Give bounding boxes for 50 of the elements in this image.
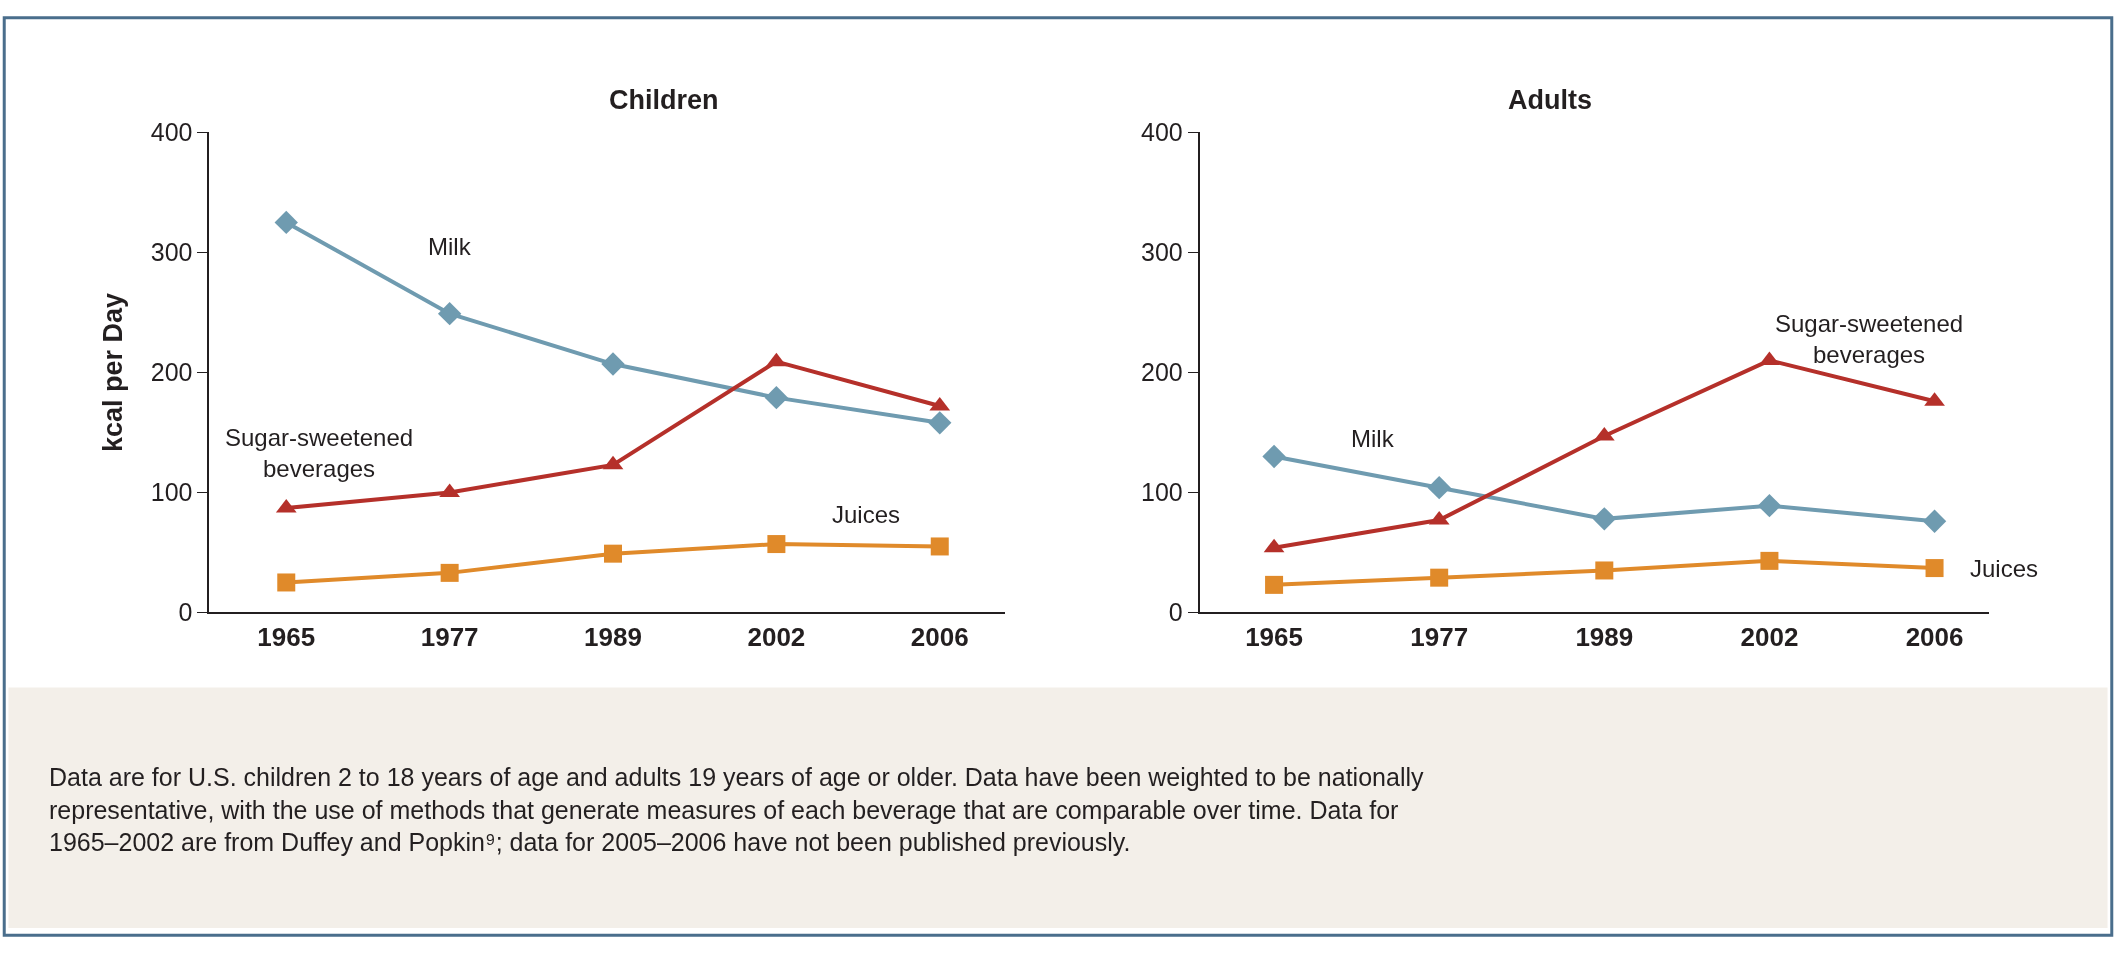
point xyxy=(1922,509,1947,533)
y-tick-label: 300 xyxy=(150,238,193,267)
series-label: Sugar-sweetened beverages xyxy=(225,424,414,483)
series-label: Milk xyxy=(1351,425,1395,452)
point xyxy=(930,537,949,556)
point xyxy=(1595,561,1614,580)
point xyxy=(601,352,625,376)
chart-title: Adults xyxy=(1508,85,1592,115)
y-tick-label: 300 xyxy=(1141,238,1183,267)
x-tick-label: 1965 xyxy=(257,621,316,652)
y-tick-label: 200 xyxy=(150,358,193,387)
x-tick-label: 1977 xyxy=(1410,621,1469,652)
point xyxy=(274,210,298,235)
x-tick-label: 2002 xyxy=(1740,621,1799,652)
point xyxy=(1760,551,1779,570)
series-label: Juices xyxy=(1970,555,2039,582)
text: Data are for U.S. children 2 to 18 years of age and adults 19 years of age or older. Data have been weighted to be nationally representative, with the use of methods that generate measures of each beverage that are comparable over time. Data for 1965–2002 are from Duffey and Popkin⁹; data for 2005–2006 have not been published previously. xyxy=(49,763,1424,856)
point xyxy=(1430,568,1449,587)
chart-title: Children xyxy=(609,85,719,115)
series-label: Juices xyxy=(832,501,901,528)
x-tick-label: 1989 xyxy=(1575,621,1634,652)
y-tick-label: 200 xyxy=(1141,358,1183,387)
series-label: Milk xyxy=(428,233,472,260)
x-tick-label: 1989 xyxy=(584,621,642,652)
x-tick-label: 2006 xyxy=(910,621,969,652)
point xyxy=(1262,444,1286,469)
point xyxy=(277,573,296,592)
point xyxy=(440,563,459,582)
y-tick-label: 400 xyxy=(1141,118,1183,147)
point xyxy=(604,544,623,563)
series-label: Sugar-sweetened beverages xyxy=(1775,310,1964,369)
y-tick-label: 100 xyxy=(150,478,193,507)
point xyxy=(1265,575,1284,594)
point xyxy=(1592,507,1617,531)
x-tick-label: 2006 xyxy=(1905,621,1964,652)
x-tick-label: 1977 xyxy=(420,621,479,652)
point xyxy=(1757,493,1782,518)
point xyxy=(1925,559,1944,578)
point xyxy=(1427,475,1451,500)
point xyxy=(764,385,789,410)
y-tick-label: 0 xyxy=(1168,598,1183,627)
x-tick-label: 1965 xyxy=(1245,621,1303,652)
y-tick-label: 400 xyxy=(150,118,193,147)
x-tick-label: 2002 xyxy=(747,621,806,652)
point xyxy=(767,535,786,554)
y-axis-title: kcal per Day xyxy=(98,292,129,452)
y-tick-label: 0 xyxy=(178,598,193,627)
y-tick-label: 100 xyxy=(1141,478,1183,507)
point xyxy=(928,411,952,435)
point xyxy=(437,301,462,326)
